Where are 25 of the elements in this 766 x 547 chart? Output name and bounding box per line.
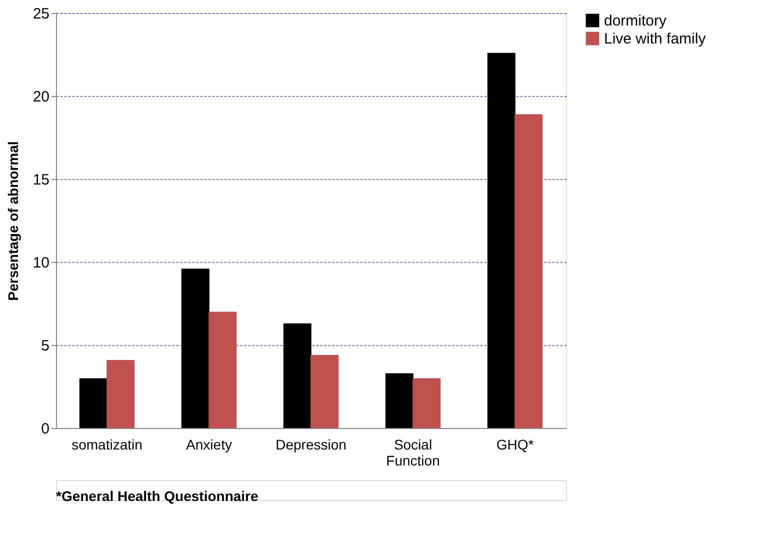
x-tick-label: Anxiety [186,436,232,452]
bar [514,114,543,428]
text: *General Health Questionnaire [56,488,258,504]
y-tick-label: 20 [32,88,50,106]
y-tick-label: 0 [41,420,50,438]
y-tick-label: 15 [32,172,50,188]
x-tick-label: GHQ* [496,436,534,452]
bar [181,268,210,428]
bar [283,323,312,428]
y-tick-label: 5 [41,338,50,354]
x-tick-label: somatizatin [72,436,142,452]
bar [208,312,237,428]
bar [487,52,516,428]
y-axis-title: Persentage of abnormal [4,141,21,301]
x-tick-label: Social Function [386,436,440,468]
bar [385,373,414,428]
legend-label: Live with family [604,30,706,48]
bar [79,378,108,428]
bar [412,378,441,428]
y-tick-label: 10 [32,254,50,272]
bar [106,360,135,428]
legend-label: dormitory [604,12,668,30]
y-tick-label: 25 [32,6,50,22]
bar [310,354,339,428]
x-tick-label: Depression [276,436,346,452]
